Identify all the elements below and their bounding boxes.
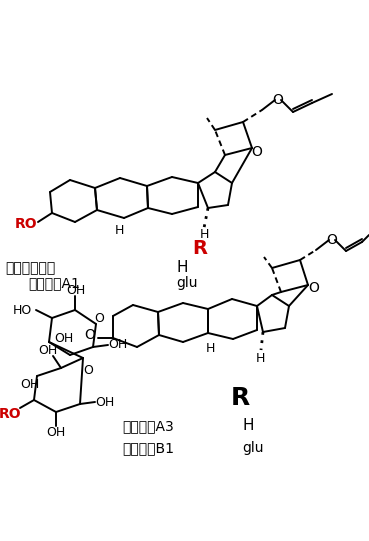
Text: H: H: [255, 352, 265, 365]
Text: O: O: [308, 281, 320, 295]
Text: O: O: [83, 364, 93, 377]
Text: H: H: [176, 261, 187, 275]
Text: O: O: [273, 93, 283, 107]
Text: 洋菠葵皂苷元: 洋菠葵皂苷元: [5, 261, 55, 275]
Text: O: O: [94, 312, 104, 325]
Text: O: O: [85, 328, 96, 342]
Text: R: R: [193, 239, 207, 258]
Text: OH: OH: [95, 395, 115, 408]
Text: glu: glu: [242, 441, 263, 455]
Text: R: R: [230, 386, 249, 410]
Text: OH: OH: [66, 283, 86, 296]
Text: O: O: [252, 145, 262, 159]
Text: OH: OH: [54, 332, 74, 345]
Text: H: H: [114, 223, 124, 236]
Text: OH: OH: [20, 379, 39, 392]
Text: OH: OH: [108, 338, 128, 351]
Text: 知母皂苷A1: 知母皂苷A1: [28, 276, 80, 290]
Text: H: H: [199, 228, 209, 241]
Text: HO: HO: [13, 304, 32, 316]
Text: OH: OH: [46, 426, 66, 439]
Text: H: H: [242, 419, 254, 433]
Text: OH: OH: [38, 344, 58, 357]
Text: O: O: [327, 233, 337, 247]
Text: H: H: [205, 341, 215, 354]
Text: RO: RO: [0, 407, 21, 421]
Text: 知母皂苷A3: 知母皂苷A3: [122, 419, 174, 433]
Text: RO: RO: [15, 217, 37, 231]
Text: glu: glu: [176, 276, 197, 290]
Text: 知母皂苷B1: 知母皂苷B1: [122, 441, 174, 455]
